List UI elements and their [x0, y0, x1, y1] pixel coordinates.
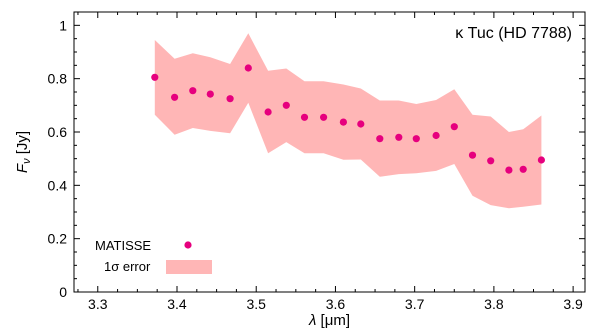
- legend-label-matisse: MATISSE: [95, 238, 151, 253]
- plot-frame: [73, 11, 586, 293]
- y-tick-label: 0.8: [48, 71, 68, 87]
- data-point: [450, 123, 458, 131]
- data-point: [320, 113, 328, 121]
- star-annotation: κ Tuc (HD 7788): [455, 25, 572, 42]
- data-point: [300, 113, 309, 121]
- y-axis-title: Fν [Jy]: [14, 131, 33, 173]
- legend-error-rest: error: [119, 259, 151, 274]
- legend-error-prefix: 1σ: [104, 259, 119, 274]
- error-band-layer: [154, 33, 542, 209]
- data-point: [357, 120, 365, 128]
- data-point: [244, 64, 252, 72]
- y-axis-unit: [Jy]: [14, 131, 31, 154]
- data-point: [519, 165, 527, 173]
- legend-marker-matisse: [184, 241, 192, 249]
- y-tick-label: 0.4: [48, 177, 68, 193]
- data-point: [376, 135, 384, 143]
- x-tick-label: 3.9: [563, 296, 583, 312]
- data-point: [206, 90, 214, 98]
- data-point: [226, 95, 234, 103]
- y-tick-label: 0: [59, 284, 67, 300]
- y-tick-label: 0.2: [48, 231, 68, 247]
- data-point: [468, 151, 477, 159]
- data-point: [505, 166, 513, 174]
- data-points-layer: [151, 64, 546, 174]
- data-point: [282, 101, 290, 109]
- data-point: [487, 157, 495, 165]
- legend: MATISSE 1σ error: [95, 238, 212, 274]
- x-tick-label: 3.5: [246, 296, 266, 312]
- data-point: [395, 133, 403, 141]
- data-point: [264, 108, 272, 116]
- x-tick-label: 3.3: [88, 296, 108, 312]
- x-tick-label: 3.4: [167, 296, 187, 312]
- data-point: [151, 73, 159, 81]
- tick-labels-layer: 3.3 3.4 3.5 3.6 3.7 3.8 3.9 0 0.2 0.4 0.6 0.8 1: [48, 17, 584, 312]
- data-point: [339, 118, 347, 126]
- x-axis-unit: [μm]: [321, 312, 350, 329]
- data-point: [189, 87, 197, 95]
- y-tick-label: 1: [59, 17, 67, 33]
- y-axis-symbol: F: [14, 163, 31, 173]
- y-tick-label: 0.6: [48, 124, 68, 140]
- x-tick-label: 3.8: [484, 296, 504, 312]
- legend-label-error: 1σ error: [104, 259, 151, 274]
- data-point: [412, 135, 420, 143]
- x-tick-label: 3.7: [405, 296, 425, 312]
- ticks-layer: [74, 11, 585, 293]
- data-point: [171, 93, 179, 101]
- x-axis-symbol: λ: [308, 312, 316, 329]
- data-point: [537, 156, 546, 164]
- x-axis-title: λ [μm]: [308, 312, 350, 329]
- y-axis-subscript: ν: [21, 158, 33, 164]
- legend-swatch-error-band: [166, 260, 212, 274]
- data-point: [432, 131, 440, 140]
- x-tick-label: 3.6: [326, 296, 346, 312]
- error-band-area: [154, 33, 542, 209]
